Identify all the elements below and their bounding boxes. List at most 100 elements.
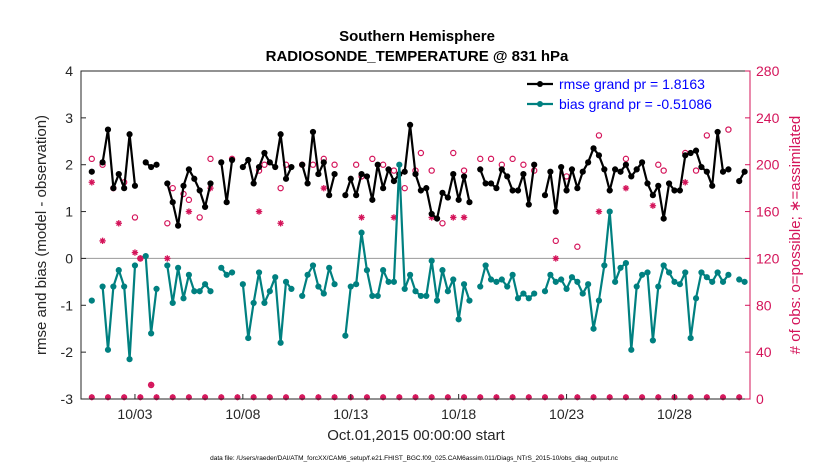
y-tick-label: -2 [61, 344, 74, 360]
obs-assimilated-marker [595, 208, 603, 215]
rmse-point [121, 185, 128, 192]
obs-possible-marker [487, 155, 495, 163]
rmse-point [196, 187, 203, 194]
rmse-point [725, 166, 732, 173]
obs-assimilated-marker [541, 394, 548, 401]
obs-assimilated-marker [277, 220, 284, 227]
bias-point [277, 339, 284, 346]
rmse-point [428, 210, 435, 218]
bias-point [665, 269, 673, 276]
rmse-point [401, 168, 408, 175]
obs-assimilated-marker [255, 208, 263, 215]
rmse-point [282, 175, 290, 182]
y2-tick-label: 120 [756, 250, 780, 266]
bias-point [450, 276, 457, 283]
rmse-point [169, 199, 176, 206]
rmse-point [148, 163, 155, 171]
bias-point [525, 295, 532, 302]
bias-point [649, 337, 656, 344]
y2-tick-label: 0 [756, 391, 764, 407]
bias-point [164, 262, 171, 269]
rmse-point [272, 163, 279, 171]
obs-assimilated-marker [218, 394, 225, 401]
bias-point [552, 278, 559, 285]
bias-point [676, 281, 683, 288]
obs-assimilated-marker [525, 394, 532, 401]
rmse-point [622, 161, 630, 168]
obs-possible-marker [277, 184, 284, 192]
bias-point [191, 288, 198, 295]
bias-point [180, 295, 187, 302]
rmse-point [585, 159, 592, 166]
rmse-series [88, 121, 748, 229]
obs-assimilated-marker [606, 394, 613, 401]
rmse-point [347, 175, 354, 182]
rmse-point [131, 182, 139, 189]
x-tick-label: 10/18 [441, 406, 476, 422]
rmse-point [261, 149, 268, 157]
rmse-point [541, 192, 549, 199]
bias-point [423, 292, 430, 300]
bias-point [169, 299, 176, 307]
bias-point [417, 292, 424, 300]
obs-assimilated-marker [574, 394, 581, 401]
rmse-point [676, 187, 683, 194]
bias-point [477, 283, 484, 290]
obs-assimilated-marker [137, 394, 144, 401]
rmse-point [390, 178, 398, 185]
bias-point [568, 274, 576, 281]
bias-point [655, 283, 662, 290]
obs-possible-marker [450, 149, 457, 157]
bias-point [736, 276, 743, 283]
bias-point [347, 283, 354, 290]
rmse-point [331, 170, 338, 178]
rmse-point [250, 180, 257, 187]
obs-assimilated-marker [396, 394, 403, 401]
obs-possible-marker [401, 184, 408, 192]
bias-point [579, 290, 586, 297]
rmse-point [612, 166, 619, 173]
bias-point [547, 271, 554, 278]
obs-assimilated-marker [412, 394, 419, 401]
bias-point [121, 283, 128, 290]
rmse-point [115, 170, 122, 178]
bias-point [396, 161, 403, 168]
bias-point [433, 297, 441, 304]
bias-point [703, 274, 710, 281]
rmse-point [563, 187, 570, 194]
bias-point [374, 292, 381, 300]
bias-point [617, 264, 624, 271]
bias-point [228, 269, 236, 276]
obs-possible-marker [196, 214, 203, 221]
x-tick-label: 10/13 [333, 406, 368, 422]
rmse-point [660, 215, 667, 222]
bias-point [498, 276, 505, 283]
bias-point [309, 262, 317, 269]
rmse-point [628, 173, 635, 180]
obs-possible-marker [574, 243, 581, 250]
obs-assimilated-marker [121, 394, 128, 401]
obs-assimilated-marker [687, 394, 694, 401]
rmse-point [185, 166, 193, 173]
rmse-point [353, 192, 360, 199]
x-axis-label: Oct.01,2015 00:00:00 start [327, 427, 505, 444]
bias-point [223, 271, 230, 278]
bias-point [638, 271, 646, 278]
obs-possible-marker [520, 161, 527, 168]
obs-assimilated-marker [99, 237, 106, 245]
obs-assimilated-marker [649, 202, 657, 209]
rmse-point [514, 187, 522, 194]
rmse-point [633, 166, 640, 173]
bias-point [595, 297, 603, 304]
rmse-point [277, 131, 284, 138]
rmse-point [110, 185, 117, 192]
rmse-point [444, 194, 451, 201]
bias-point [342, 332, 349, 339]
obs-possible-marker [369, 155, 376, 163]
rmse-point [255, 163, 263, 171]
rmse-point [455, 196, 462, 203]
bias-point [153, 285, 160, 292]
obs-possible-marker [352, 161, 360, 168]
obs-assimilated-marker [88, 179, 95, 186]
rmse-point [423, 185, 430, 192]
